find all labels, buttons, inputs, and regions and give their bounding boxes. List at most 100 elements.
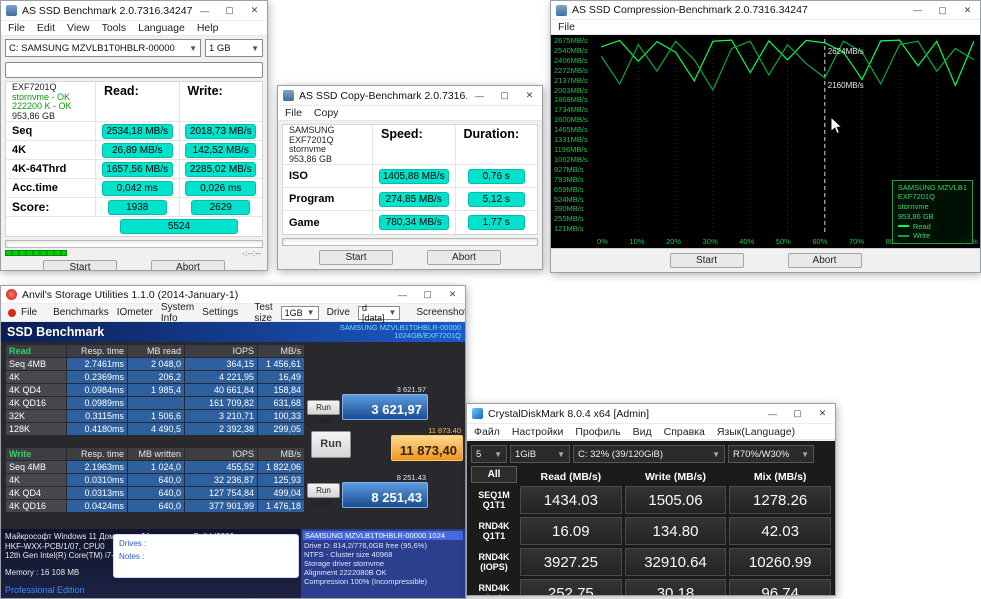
menu-file[interactable]: File xyxy=(285,107,302,119)
benchmark-header-band: SSD Benchmark SAMSUNG MZVLB1T0HBLR-00000… xyxy=(1,322,465,342)
close-button[interactable]: ✕ xyxy=(818,408,827,418)
x-tick-label: 40% xyxy=(739,237,755,246)
read-value: 1434.03 xyxy=(520,486,622,514)
menu-file[interactable]: File xyxy=(21,307,38,318)
minimize-button[interactable]: — xyxy=(768,408,777,419)
titlebar[interactable]: Anvil's Storage Utilities 1.1.0 (2014-Ja… xyxy=(1,286,465,304)
write-table: Write Resp. time MB written IOPS MB/s Se… xyxy=(6,448,306,513)
menu-language[interactable]: Language xyxy=(138,22,185,34)
close-button[interactable]: ✕ xyxy=(448,289,457,299)
titlebar[interactable]: AS SSD Copy-Benchmark 2.0.7316.34247 — ▢… xyxy=(278,86,542,106)
test-size-select[interactable]: 1 GB ▼ xyxy=(205,39,263,57)
menu-iometer[interactable]: IOmeter xyxy=(116,307,153,318)
titlebar[interactable]: AS SSD Compression-Benchmark 2.0.7316.34… xyxy=(551,1,980,20)
minimize-button[interactable]: — xyxy=(398,289,407,300)
close-button[interactable]: ✕ xyxy=(963,4,972,15)
titlebar[interactable]: AS SSD Benchmark 2.0.7316.34247 — ▢ ✕ xyxy=(1,1,267,21)
drive-select[interactable]: d [data] ▼ xyxy=(357,303,401,323)
menu-file[interactable]: Файл xyxy=(474,425,500,438)
start-button[interactable]: Start xyxy=(43,260,117,270)
write-score-value: 8 251,43 xyxy=(342,482,428,508)
menu-screenshot[interactable]: Screenshot xyxy=(416,307,466,318)
duration-value: 5,12 s xyxy=(467,191,525,207)
menu-help[interactable]: Справка xyxy=(663,425,705,438)
menu-file[interactable]: File xyxy=(558,21,575,33)
abort-button[interactable]: Abort xyxy=(427,250,501,265)
test-size-select[interactable]: 1GB ▼ xyxy=(280,305,319,320)
run-read-button[interactable]: Run read xyxy=(307,400,340,425)
start-button[interactable]: Start xyxy=(669,253,744,268)
write-series-swatch xyxy=(897,235,909,238)
table-row: 4K QD16 0.0989ms 161 709,82 631,68 xyxy=(6,397,306,409)
speed-value: 780,34 MB/s xyxy=(378,215,449,230)
run-button[interactable]: Run xyxy=(311,431,351,458)
seq1m-q1t1-button[interactable]: SEQ1M Q1T1 xyxy=(478,490,510,510)
read-series-swatch xyxy=(897,225,909,228)
menu-view[interactable]: View xyxy=(67,22,90,34)
minimize-button[interactable]: — xyxy=(475,90,484,101)
menu-tools[interactable]: Tools xyxy=(101,22,127,34)
rnd4k-q1t1-button[interactable]: RND4K Q1T1 xyxy=(478,521,510,541)
test-count-select[interactable]: 5 ▼ xyxy=(471,445,507,463)
menu-benchmarks[interactable]: Benchmarks xyxy=(53,307,109,318)
mini-progress-bar xyxy=(5,250,67,256)
minimize-button[interactable]: — xyxy=(200,5,209,16)
maximize-button[interactable]: ▢ xyxy=(500,90,509,100)
maximize-button[interactable]: ▢ xyxy=(225,5,234,15)
progress-bar xyxy=(5,240,263,248)
test-size-select[interactable]: 1GiB ▼ xyxy=(510,445,570,463)
minimize-button[interactable]: — xyxy=(913,5,922,15)
y-tick-label: 2540MB/s xyxy=(554,45,588,55)
menu-file[interactable]: File xyxy=(8,22,25,34)
read-value: 0,042 ms xyxy=(101,180,173,196)
close-button[interactable]: ✕ xyxy=(250,5,259,15)
selected-device-line[interactable]: SAMSUNG MZVLB1T0HBLR-00000 1024 xyxy=(303,531,463,540)
menu-settings[interactable]: Settings xyxy=(202,307,239,318)
y-tick-label: 255MB/s xyxy=(554,214,584,224)
path-input[interactable] xyxy=(5,62,263,78)
all-button[interactable]: All xyxy=(471,466,517,483)
start-button[interactable]: Start xyxy=(319,250,393,265)
mix-value: 1278.26 xyxy=(729,486,831,514)
write-value: 134.80 xyxy=(624,517,727,545)
write-score-small: 8 251.43 xyxy=(396,473,426,482)
menu-view[interactable]: Вид xyxy=(632,425,652,438)
total-score: 11 873.40 11 873,40 xyxy=(391,426,463,461)
progress-bar xyxy=(282,238,538,246)
read-value: 1657,56 MB/s xyxy=(101,161,173,177)
drive-info: EXF7201Q stornvme - OK 222200 K - OK 953… xyxy=(6,82,96,121)
run-write-button[interactable]: Run write xyxy=(307,483,340,508)
menu-language[interactable]: Язык(Language) xyxy=(716,425,796,438)
y-tick-label: 793MB/s xyxy=(554,174,584,184)
menu-settings[interactable]: Настройки xyxy=(511,425,564,438)
y-tick-label: 390MB/s xyxy=(554,204,584,214)
target-drive-select[interactable]: C: 32% (39/120GiB) ▼ xyxy=(573,445,725,463)
close-button[interactable]: ✕ xyxy=(525,90,534,100)
maximize-button[interactable]: ▢ xyxy=(423,289,432,299)
abort-button[interactable]: Abort xyxy=(787,253,862,268)
menu-copy[interactable]: Copy xyxy=(313,107,339,119)
system-info-footer: Майкрософт Windows 11 Домашняя 64-разряд… xyxy=(1,529,465,598)
drive-controls: C: SAMSUNG MZVLB1T0HBLR-00000 ▼ 1 GB ▼ xyxy=(1,36,267,60)
write-value: 2018,73 MB/s xyxy=(185,123,257,139)
mix-ratio-select[interactable]: R70%/W30% ▼ xyxy=(728,445,814,463)
maximize-button[interactable]: ▢ xyxy=(793,408,802,418)
abort-button[interactable]: Abort xyxy=(151,260,225,270)
write-score: 2629 xyxy=(191,199,251,215)
menu-edit[interactable]: Edit xyxy=(36,22,56,34)
titlebar[interactable]: CrystalDiskMark 8.0.4 x64 [Admin] — ▢ ✕ xyxy=(467,404,835,424)
x-tick-label: 70% xyxy=(848,237,864,246)
drive-select[interactable]: C: SAMSUNG MZVLB1T0HBLR-00000 ▼ xyxy=(5,39,201,57)
maximize-button[interactable]: ▢ xyxy=(938,4,947,15)
y-tick-label: 1196MB/s xyxy=(554,144,588,154)
menu-system-info[interactable]: System Info xyxy=(160,301,195,324)
menu-profile[interactable]: Профиль xyxy=(575,425,621,438)
menu-help[interactable]: Help xyxy=(196,22,219,34)
y-tick-label: 2675MB/s xyxy=(554,36,588,45)
anvil-storage-utilities-window: Anvil's Storage Utilities 1.1.0 (2014-Ja… xyxy=(0,285,466,599)
rnd4k-latency-button[interactable]: RND4K(μs) xyxy=(478,583,510,595)
column-header: MB read xyxy=(128,345,184,357)
y-tick-label: 659MB/s xyxy=(554,184,584,194)
rnd4k-iops-button[interactable]: RND4K (IOPS) xyxy=(478,552,510,572)
drives-notes-box[interactable]: Drives : Notes : xyxy=(113,534,299,578)
